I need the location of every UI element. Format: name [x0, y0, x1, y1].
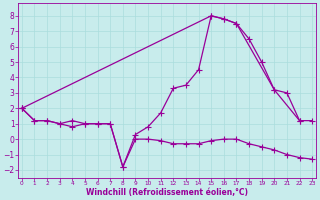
- X-axis label: Windchill (Refroidissement éolien,°C): Windchill (Refroidissement éolien,°C): [86, 188, 248, 197]
